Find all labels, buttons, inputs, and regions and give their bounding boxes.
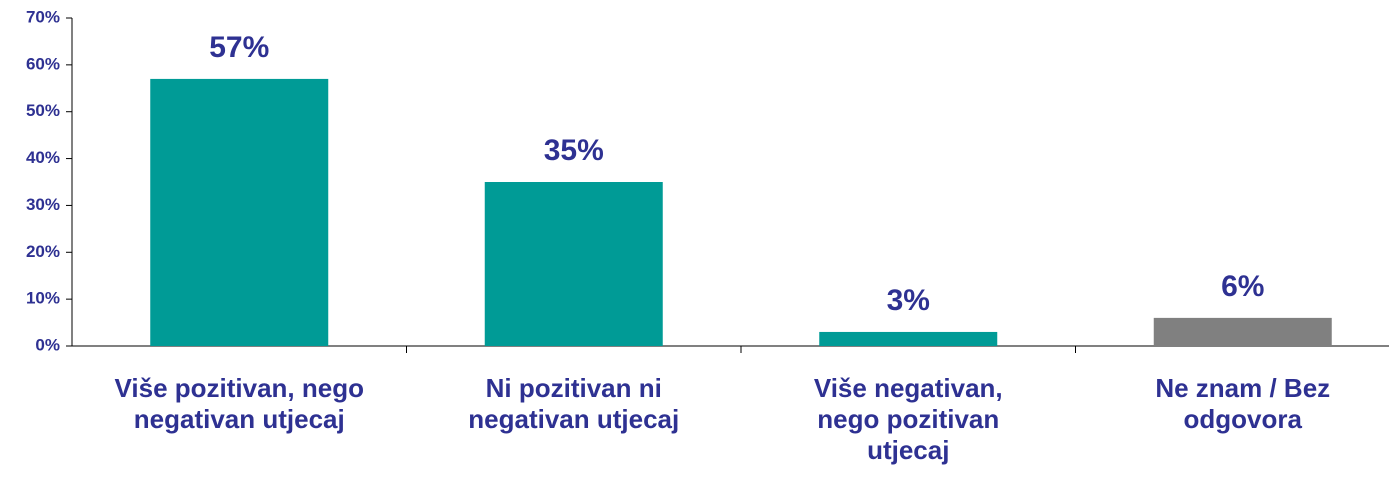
x-tick-label: Više negativan, nego pozitivan utjecaj xyxy=(813,373,1003,465)
bar xyxy=(484,182,663,346)
value-label: 3% xyxy=(887,284,930,317)
bar xyxy=(1153,317,1332,346)
y-tick-label: 20% xyxy=(26,242,60,261)
y-tick-label: 50% xyxy=(26,101,60,120)
y-tick-label: 30% xyxy=(26,195,60,214)
y-tick-label: 0% xyxy=(35,335,60,354)
x-tick-label: Ne znam / Bez odgovora xyxy=(1155,373,1331,434)
value-label: 35% xyxy=(544,134,604,167)
value-label: 57% xyxy=(209,31,269,64)
y-tick-label: 70% xyxy=(26,7,60,26)
x-tick-label: Više pozitivan, nego negativan utjecaj xyxy=(114,373,364,434)
value-label: 6% xyxy=(1221,270,1264,303)
y-tick-label: 60% xyxy=(26,54,60,73)
y-tick-label: 40% xyxy=(26,148,60,167)
bar xyxy=(150,78,329,347)
x-tick-label: Ni pozitivan ni negativan utjecaj xyxy=(468,373,680,434)
y-tick-label: 10% xyxy=(26,289,60,308)
bar xyxy=(819,331,998,346)
